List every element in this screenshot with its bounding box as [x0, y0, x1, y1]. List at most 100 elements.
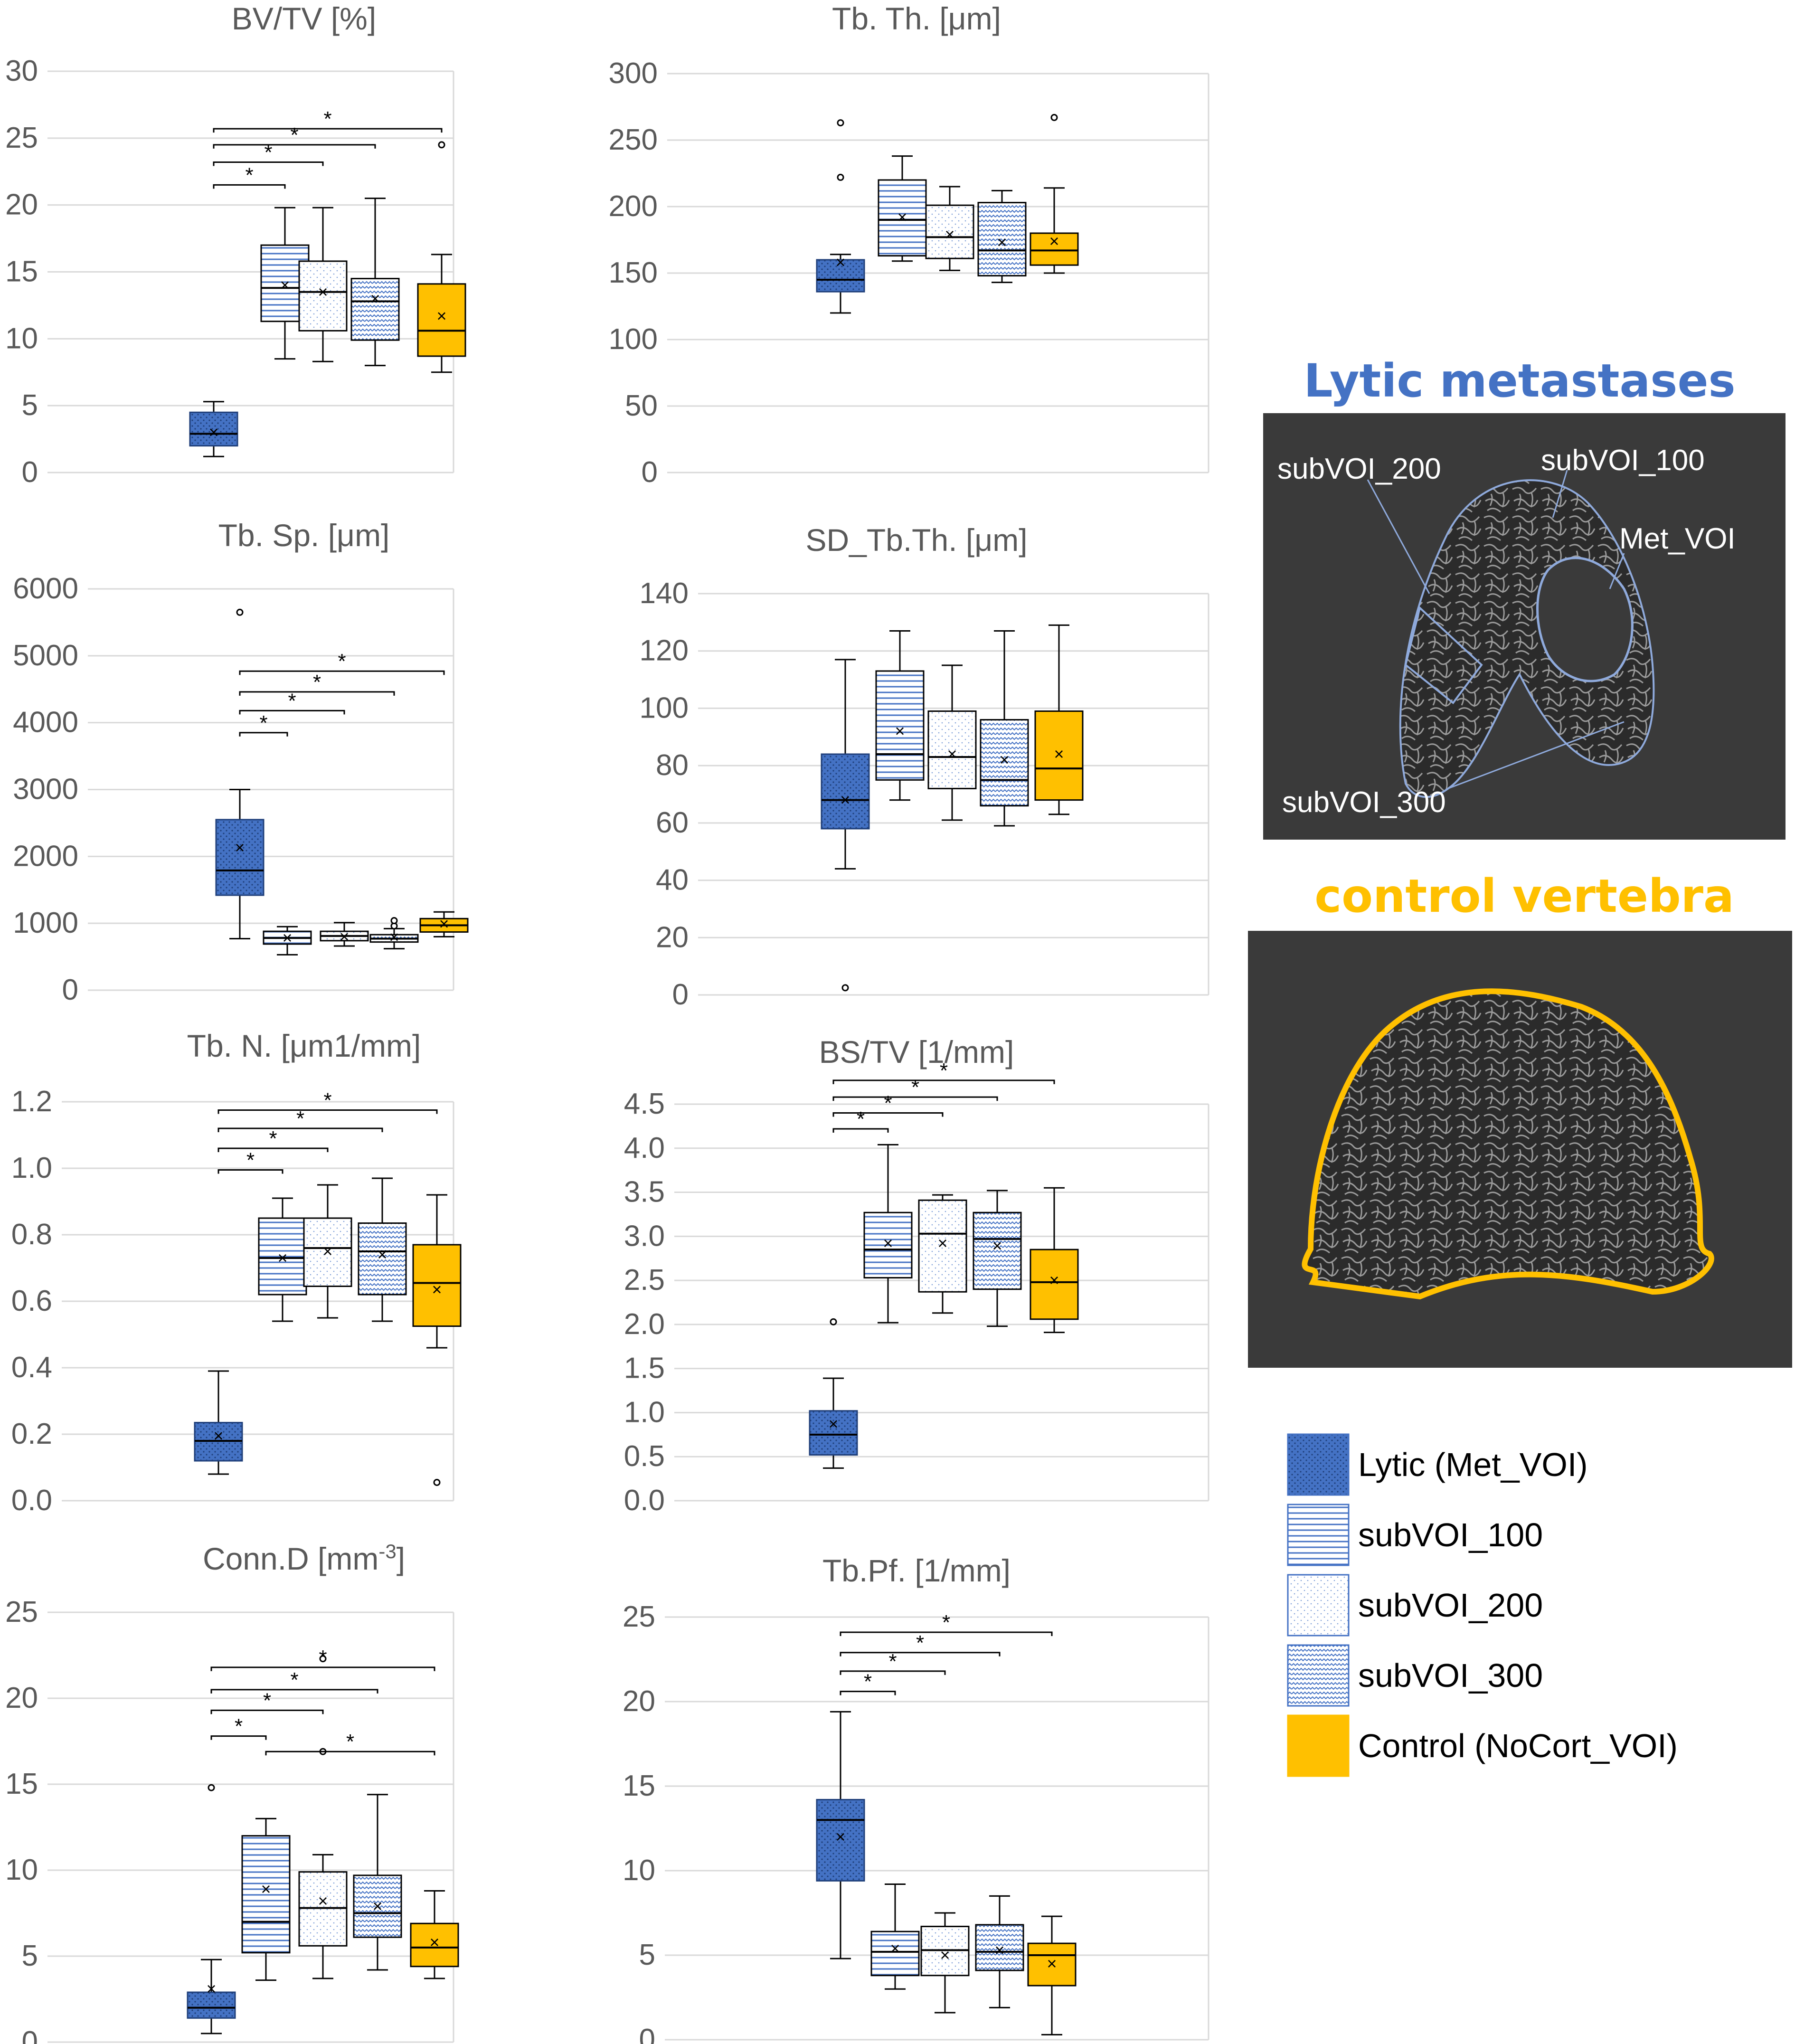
- significance-star: *: [911, 1076, 919, 1099]
- box-iqr: [1034, 710, 1084, 801]
- mean-marker: ×: [318, 1891, 328, 1911]
- y-tick-label: 0: [639, 2023, 655, 2044]
- box-iqr: [1030, 232, 1079, 266]
- box-iqr: [927, 710, 977, 789]
- legend-label: subVOI_200: [1358, 1587, 1543, 1624]
- mean-marker: ×: [945, 225, 954, 244]
- box-sub300: ×: [980, 630, 1029, 827]
- y-tick-label: 5: [22, 1940, 38, 1972]
- box-control: ×: [410, 1890, 459, 1979]
- box-sub200: ×: [298, 207, 348, 362]
- legend-item-sub100: subVOI_100: [1287, 1504, 1543, 1566]
- chart-2: Tb. Sp. [μm] 0 1000 2000 3000 4000 5000 6000 × × ×…: [13, 518, 469, 1006]
- mean-marker: ×: [997, 233, 1007, 252]
- y-tick-label: 6000: [13, 572, 78, 605]
- box-sub200: ×: [927, 664, 977, 821]
- y-tick-label: 2.0: [624, 1308, 665, 1341]
- box-sub300: ×: [977, 189, 1027, 284]
- chart-title: Tb.Pf. [1/mm]: [822, 1553, 1011, 1588]
- mean-marker: ×: [372, 1896, 382, 1916]
- pointer-met-voi: [1609, 553, 1625, 589]
- box-sub100: ×: [875, 630, 925, 801]
- chart-4: Tb. N. [μm1/mm] 0.0 0.2 0.4 0.6 0.8 1.0 1.2 × × × ×…: [11, 1028, 462, 1517]
- y-tick-label: 5: [639, 1939, 655, 1971]
- lytic-label-2: Met_VOI: [1619, 522, 1736, 555]
- significance-bracket: *: [217, 1089, 438, 1114]
- significance-star: *: [338, 650, 346, 673]
- box-iqr: [870, 1930, 920, 1977]
- box-iqr: [241, 1835, 291, 1954]
- box-sub100: ×: [878, 155, 927, 262]
- chart-grid: BV/TV [%] 0 5 10 15 20 25 30 × × × × × * * * * Tb. Th. [μ…: [5, 1, 1209, 2044]
- box-control: ×: [412, 1194, 462, 1486]
- box-iqr: [353, 1874, 402, 1938]
- y-tick-label: 4000: [13, 706, 78, 739]
- mean-marker: ×: [432, 1280, 442, 1299]
- mean-marker: ×: [992, 1236, 1002, 1256]
- significance-star: *: [245, 163, 253, 187]
- significance-star: *: [259, 711, 267, 735]
- significance-bracket: *: [210, 1689, 324, 1714]
- lytic-heading: Lytic metastases: [1304, 354, 1735, 407]
- y-tick-label: 0: [62, 974, 78, 1006]
- box-sub300: ×: [353, 1794, 402, 1971]
- box-sub300: ×: [369, 917, 419, 950]
- y-tick-label: 0.6: [11, 1285, 52, 1317]
- legend-swatch: [1287, 1433, 1350, 1496]
- box-control: ×: [1034, 624, 1084, 815]
- box-iqr: [410, 1922, 459, 1968]
- chart-0: BV/TV [%] 0 5 10 15 20 25 30 × × × × × * * * *: [5, 1, 466, 489]
- outlier-point: [236, 608, 244, 616]
- significance-bracket: *: [840, 1670, 896, 1695]
- pointer-subvoi-200: [1367, 479, 1430, 594]
- legend: Lytic (Met_VOI) subVOI_100 subVOI_200 subVO…: [1287, 1433, 1678, 1777]
- mean-marker: ×: [235, 838, 245, 857]
- box-iqr: [1030, 1249, 1079, 1320]
- significance-bracket: *: [832, 1076, 998, 1101]
- y-tick-label: 300: [609, 57, 658, 90]
- legend-swatch: [1287, 1644, 1350, 1707]
- y-tick-label: 20: [5, 189, 38, 221]
- box-iqr: [875, 670, 925, 781]
- mean-marker: ×: [994, 1940, 1004, 1959]
- y-tick-label: 0.5: [624, 1440, 665, 1473]
- mean-marker: ×: [835, 253, 845, 272]
- box-iqr: [412, 1244, 462, 1327]
- lytic-panel: Lytic metastases subVOI_200 subVOI_100 M…: [1263, 354, 1786, 840]
- significance-bracket: *: [210, 1646, 435, 1671]
- legend-item-control: Control (NoCort_VOI): [1287, 1714, 1678, 1777]
- mean-marker: ×: [1047, 1954, 1057, 1973]
- y-tick-label: 20: [656, 921, 689, 954]
- y-tick-label: 0.2: [11, 1418, 52, 1450]
- legend-label: subVOI_100: [1358, 1516, 1543, 1553]
- box-sub200: ×: [918, 1194, 967, 1314]
- significance-star: *: [884, 1092, 892, 1115]
- mean-marker: ×: [322, 1241, 332, 1261]
- mean-marker: ×: [318, 282, 328, 302]
- y-tick-label: 100: [609, 323, 658, 356]
- outlier-point: [208, 1784, 215, 1791]
- significance-star: *: [290, 123, 298, 147]
- box-sub100: ×: [863, 1144, 913, 1324]
- box-control: ×: [1030, 114, 1079, 274]
- box-iqr: [816, 259, 865, 293]
- outlier-point: [837, 173, 844, 181]
- significance-bracket: *: [213, 107, 443, 133]
- legend-swatch: [1287, 1504, 1350, 1566]
- subvoi-300-outline: [1404, 606, 1483, 704]
- y-tick-label: 10: [5, 1854, 38, 1886]
- significance-star: *: [313, 671, 321, 694]
- significance-star: *: [940, 1059, 948, 1082]
- significance-star: *: [916, 1631, 924, 1655]
- box-control: ×: [417, 141, 466, 373]
- mean-marker: ×: [280, 275, 290, 295]
- y-tick-label: 0.0: [624, 1484, 665, 1517]
- y-tick-label: 4.5: [624, 1088, 665, 1120]
- y-tick-label: 0: [22, 456, 38, 489]
- chart-title: Conn.D [mm-3]: [203, 1540, 405, 1576]
- legend-label: subVOI_300: [1358, 1657, 1543, 1694]
- chart-title: SD_Tb.Th. [μm]: [805, 522, 1027, 558]
- chart-6: Conn.D [mm-3] 0 5 10 15 20 25 × × × × × * * * * *: [5, 1540, 459, 2044]
- legend-label: Lytic (Met_VOI): [1358, 1446, 1588, 1483]
- box-iqr: [215, 819, 265, 896]
